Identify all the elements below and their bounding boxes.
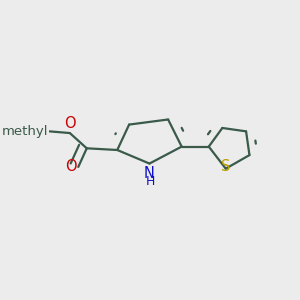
Text: S: S bbox=[221, 159, 230, 174]
Text: methyl: methyl bbox=[1, 125, 48, 138]
Text: H: H bbox=[146, 176, 155, 188]
Text: O: O bbox=[64, 116, 76, 131]
Text: O: O bbox=[65, 159, 76, 174]
Text: N: N bbox=[144, 166, 155, 181]
